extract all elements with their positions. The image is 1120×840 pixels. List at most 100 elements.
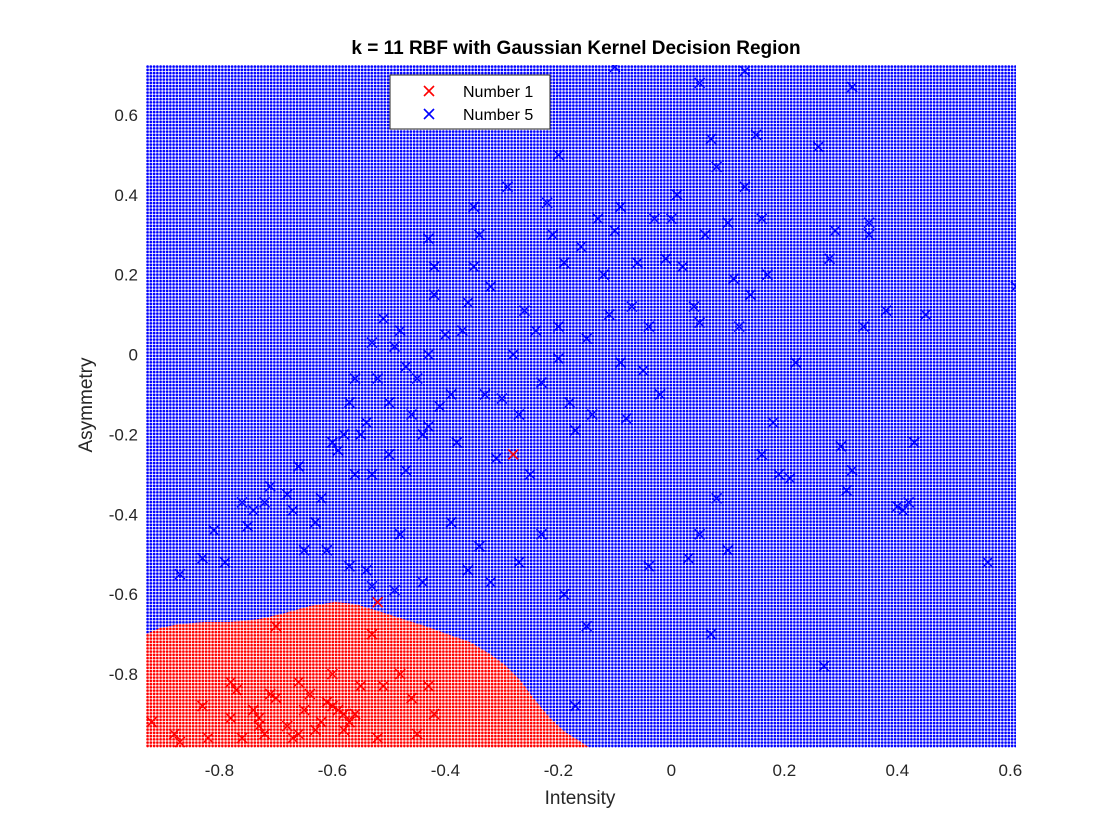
number-5-point — [824, 253, 836, 265]
number-5-point — [575, 241, 587, 253]
number-5-point — [654, 388, 666, 401]
number-5-point — [626, 301, 638, 313]
legend-label-number-1: Number 1 — [463, 84, 533, 101]
number-5-point — [338, 428, 350, 440]
number-5-point — [609, 65, 621, 73]
number-5-point — [711, 492, 723, 504]
x-tick-label: 0.2 — [773, 761, 797, 780]
number-5-point — [434, 400, 446, 413]
number-5-point — [598, 269, 610, 281]
number-5-point — [711, 161, 723, 173]
number-5-point — [462, 564, 474, 576]
number-1-point — [394, 668, 406, 680]
number-5-point — [648, 213, 660, 225]
number-5-point — [468, 201, 480, 213]
number-5-point — [462, 297, 474, 309]
number-1-point — [253, 720, 265, 732]
number-5-point — [728, 273, 740, 285]
number-5-point — [428, 289, 440, 301]
number-5-point — [552, 321, 564, 333]
number-5-point — [631, 257, 644, 269]
number-5-point — [456, 325, 468, 337]
number-5-point — [863, 217, 875, 229]
region-number-1 — [146, 602, 590, 748]
number-1-point — [309, 724, 322, 736]
number-5-point — [846, 464, 858, 476]
number-5-point — [705, 628, 717, 640]
number-5-point — [389, 584, 401, 596]
number-5-point — [891, 500, 903, 512]
number-5-point — [439, 329, 451, 341]
y-tick-label: 0.6 — [114, 106, 138, 125]
number-5-point — [445, 388, 457, 401]
legend-box — [389, 74, 551, 130]
number-5-point — [343, 396, 355, 409]
number-1-point — [338, 708, 350, 720]
number-5-point — [355, 428, 367, 440]
x-ticks: -0.8 -0.6 -0.4 -0.2 0 0.2 0.4 0.6 — [205, 761, 1022, 780]
number-5-point — [485, 281, 497, 293]
number-5-point — [677, 261, 689, 273]
number-5-point — [863, 229, 875, 241]
number-1-point — [259, 728, 271, 740]
y-ticks: -0.8 -0.6 -0.4 -0.2 0 0.2 0.4 0.6 — [109, 106, 138, 684]
number-5-point — [281, 488, 293, 500]
number-5-point — [835, 440, 847, 452]
number-5-point — [264, 480, 276, 492]
number-5-point — [569, 700, 581, 712]
number-5-point — [586, 408, 598, 421]
number-5-point — [174, 568, 186, 580]
number-1-point — [321, 696, 333, 708]
number-5-point — [196, 552, 209, 564]
number-5-point — [773, 468, 785, 480]
number-5-point — [694, 317, 706, 329]
number-5-point — [468, 261, 480, 273]
number-5-point — [360, 416, 372, 429]
number-5-point — [671, 189, 683, 201]
number-5-point — [242, 520, 254, 532]
number-5-point — [761, 269, 773, 281]
number-5-point — [535, 528, 547, 540]
number-5-point — [790, 357, 802, 369]
number-5-point — [880, 305, 892, 317]
number-5-point — [490, 452, 502, 464]
number-5-point — [603, 309, 615, 321]
number-5-point — [547, 229, 559, 241]
number-5-point — [840, 484, 853, 496]
y-tick-label: -0.6 — [109, 585, 138, 604]
number-1-point — [236, 732, 248, 744]
number-5-point — [846, 81, 858, 93]
number-1-point — [298, 704, 310, 716]
number-5-point — [660, 253, 672, 265]
number-5-point — [552, 149, 564, 161]
number-5-point — [507, 349, 519, 361]
number-5-point — [812, 141, 824, 153]
number-5-point — [383, 448, 395, 460]
number-1-point — [372, 732, 384, 744]
number-5-point — [332, 444, 344, 456]
number-5-point — [417, 428, 429, 440]
number-1-point — [293, 728, 305, 740]
number-5-point — [688, 301, 700, 313]
x-tick-label: 0.6 — [999, 761, 1023, 780]
number-5-point — [733, 321, 745, 333]
number-5-point — [620, 412, 632, 425]
number-5-point — [208, 524, 220, 536]
number-1-point — [202, 732, 214, 744]
number-5-point — [581, 333, 593, 345]
number-1-point — [338, 724, 350, 736]
number-5-point — [558, 588, 570, 600]
number-5-point — [897, 504, 909, 516]
number-1-point — [366, 628, 378, 640]
number-1-point — [343, 716, 355, 728]
number-5-point — [818, 660, 830, 672]
number-5-point — [739, 181, 751, 193]
x-tick-label: 0 — [667, 761, 676, 780]
number-5-point — [422, 420, 434, 433]
number-5-point — [405, 408, 418, 421]
number-1-point — [196, 700, 209, 712]
number-1-point — [293, 676, 305, 688]
number-1-point — [225, 712, 237, 724]
x-tick-label: -0.4 — [431, 761, 460, 780]
number-5-point — [564, 396, 576, 409]
